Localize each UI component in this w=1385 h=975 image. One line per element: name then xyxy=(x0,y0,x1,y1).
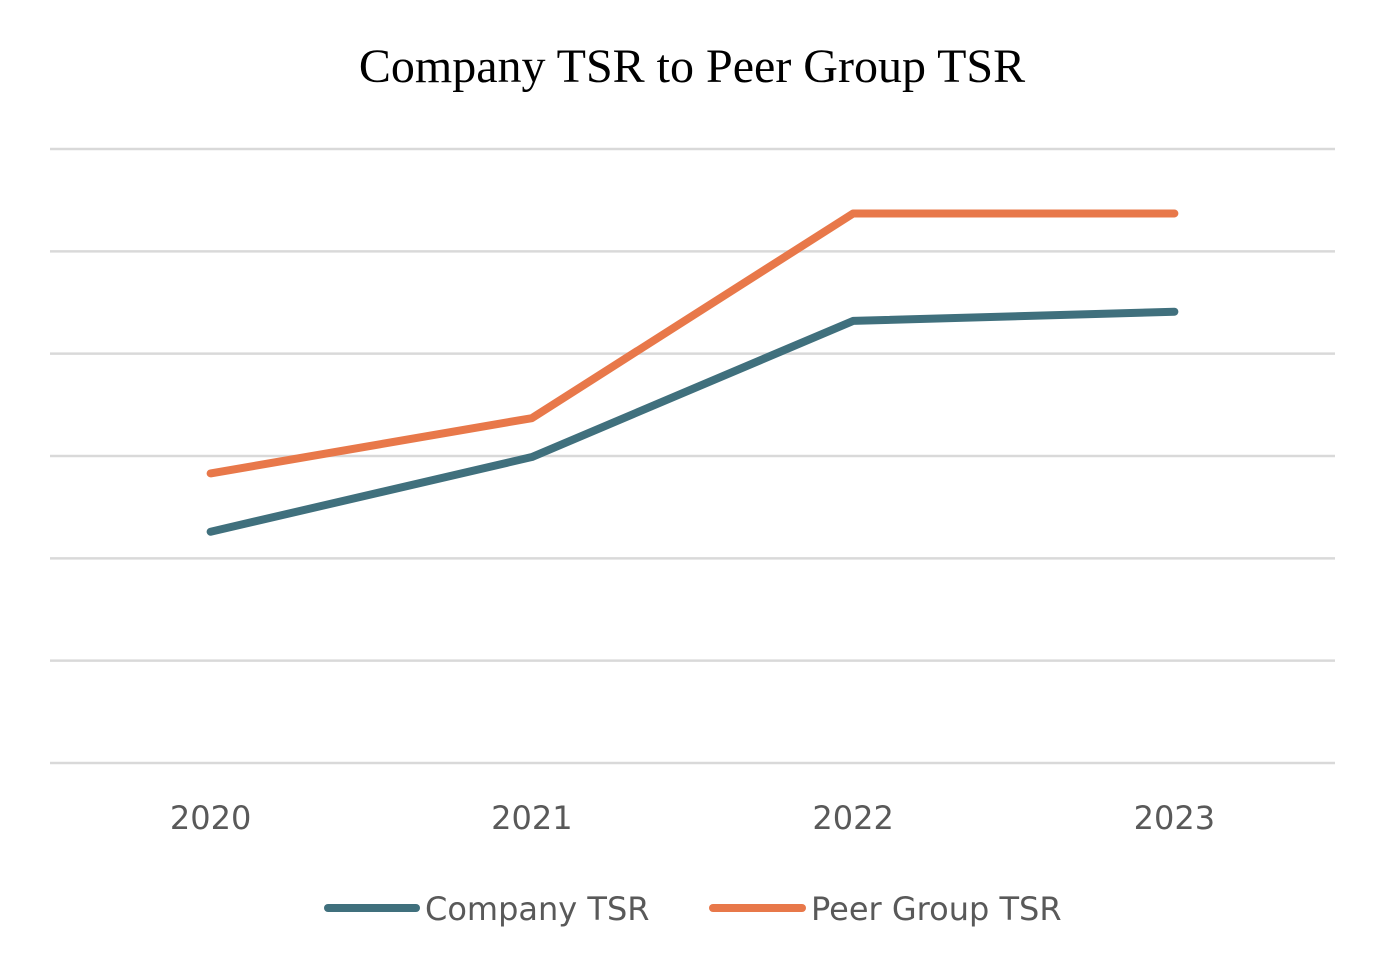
series-lines xyxy=(206,209,1179,536)
x-tick-label: 2020 xyxy=(170,799,251,837)
legend-label-peer-group-tsr: Peer Group TSR xyxy=(811,890,1062,928)
x-tick-label: 2021 xyxy=(491,799,572,837)
legend-label-company-tsr: Company TSR xyxy=(425,890,650,928)
legend: Company TSR Peer Group TSR xyxy=(324,890,1062,928)
x-axis-ticks: 2020 2021 2022 2023 xyxy=(170,799,1215,837)
gridlines xyxy=(50,147,1335,765)
x-tick-label: 2023 xyxy=(1134,799,1215,837)
series-line-company-tsr xyxy=(206,307,1179,536)
series-line-peer-group-tsr xyxy=(206,209,1179,478)
chart-title: Company TSR to Peer Group TSR xyxy=(359,40,1025,93)
x-tick-label: 2022 xyxy=(812,799,893,837)
